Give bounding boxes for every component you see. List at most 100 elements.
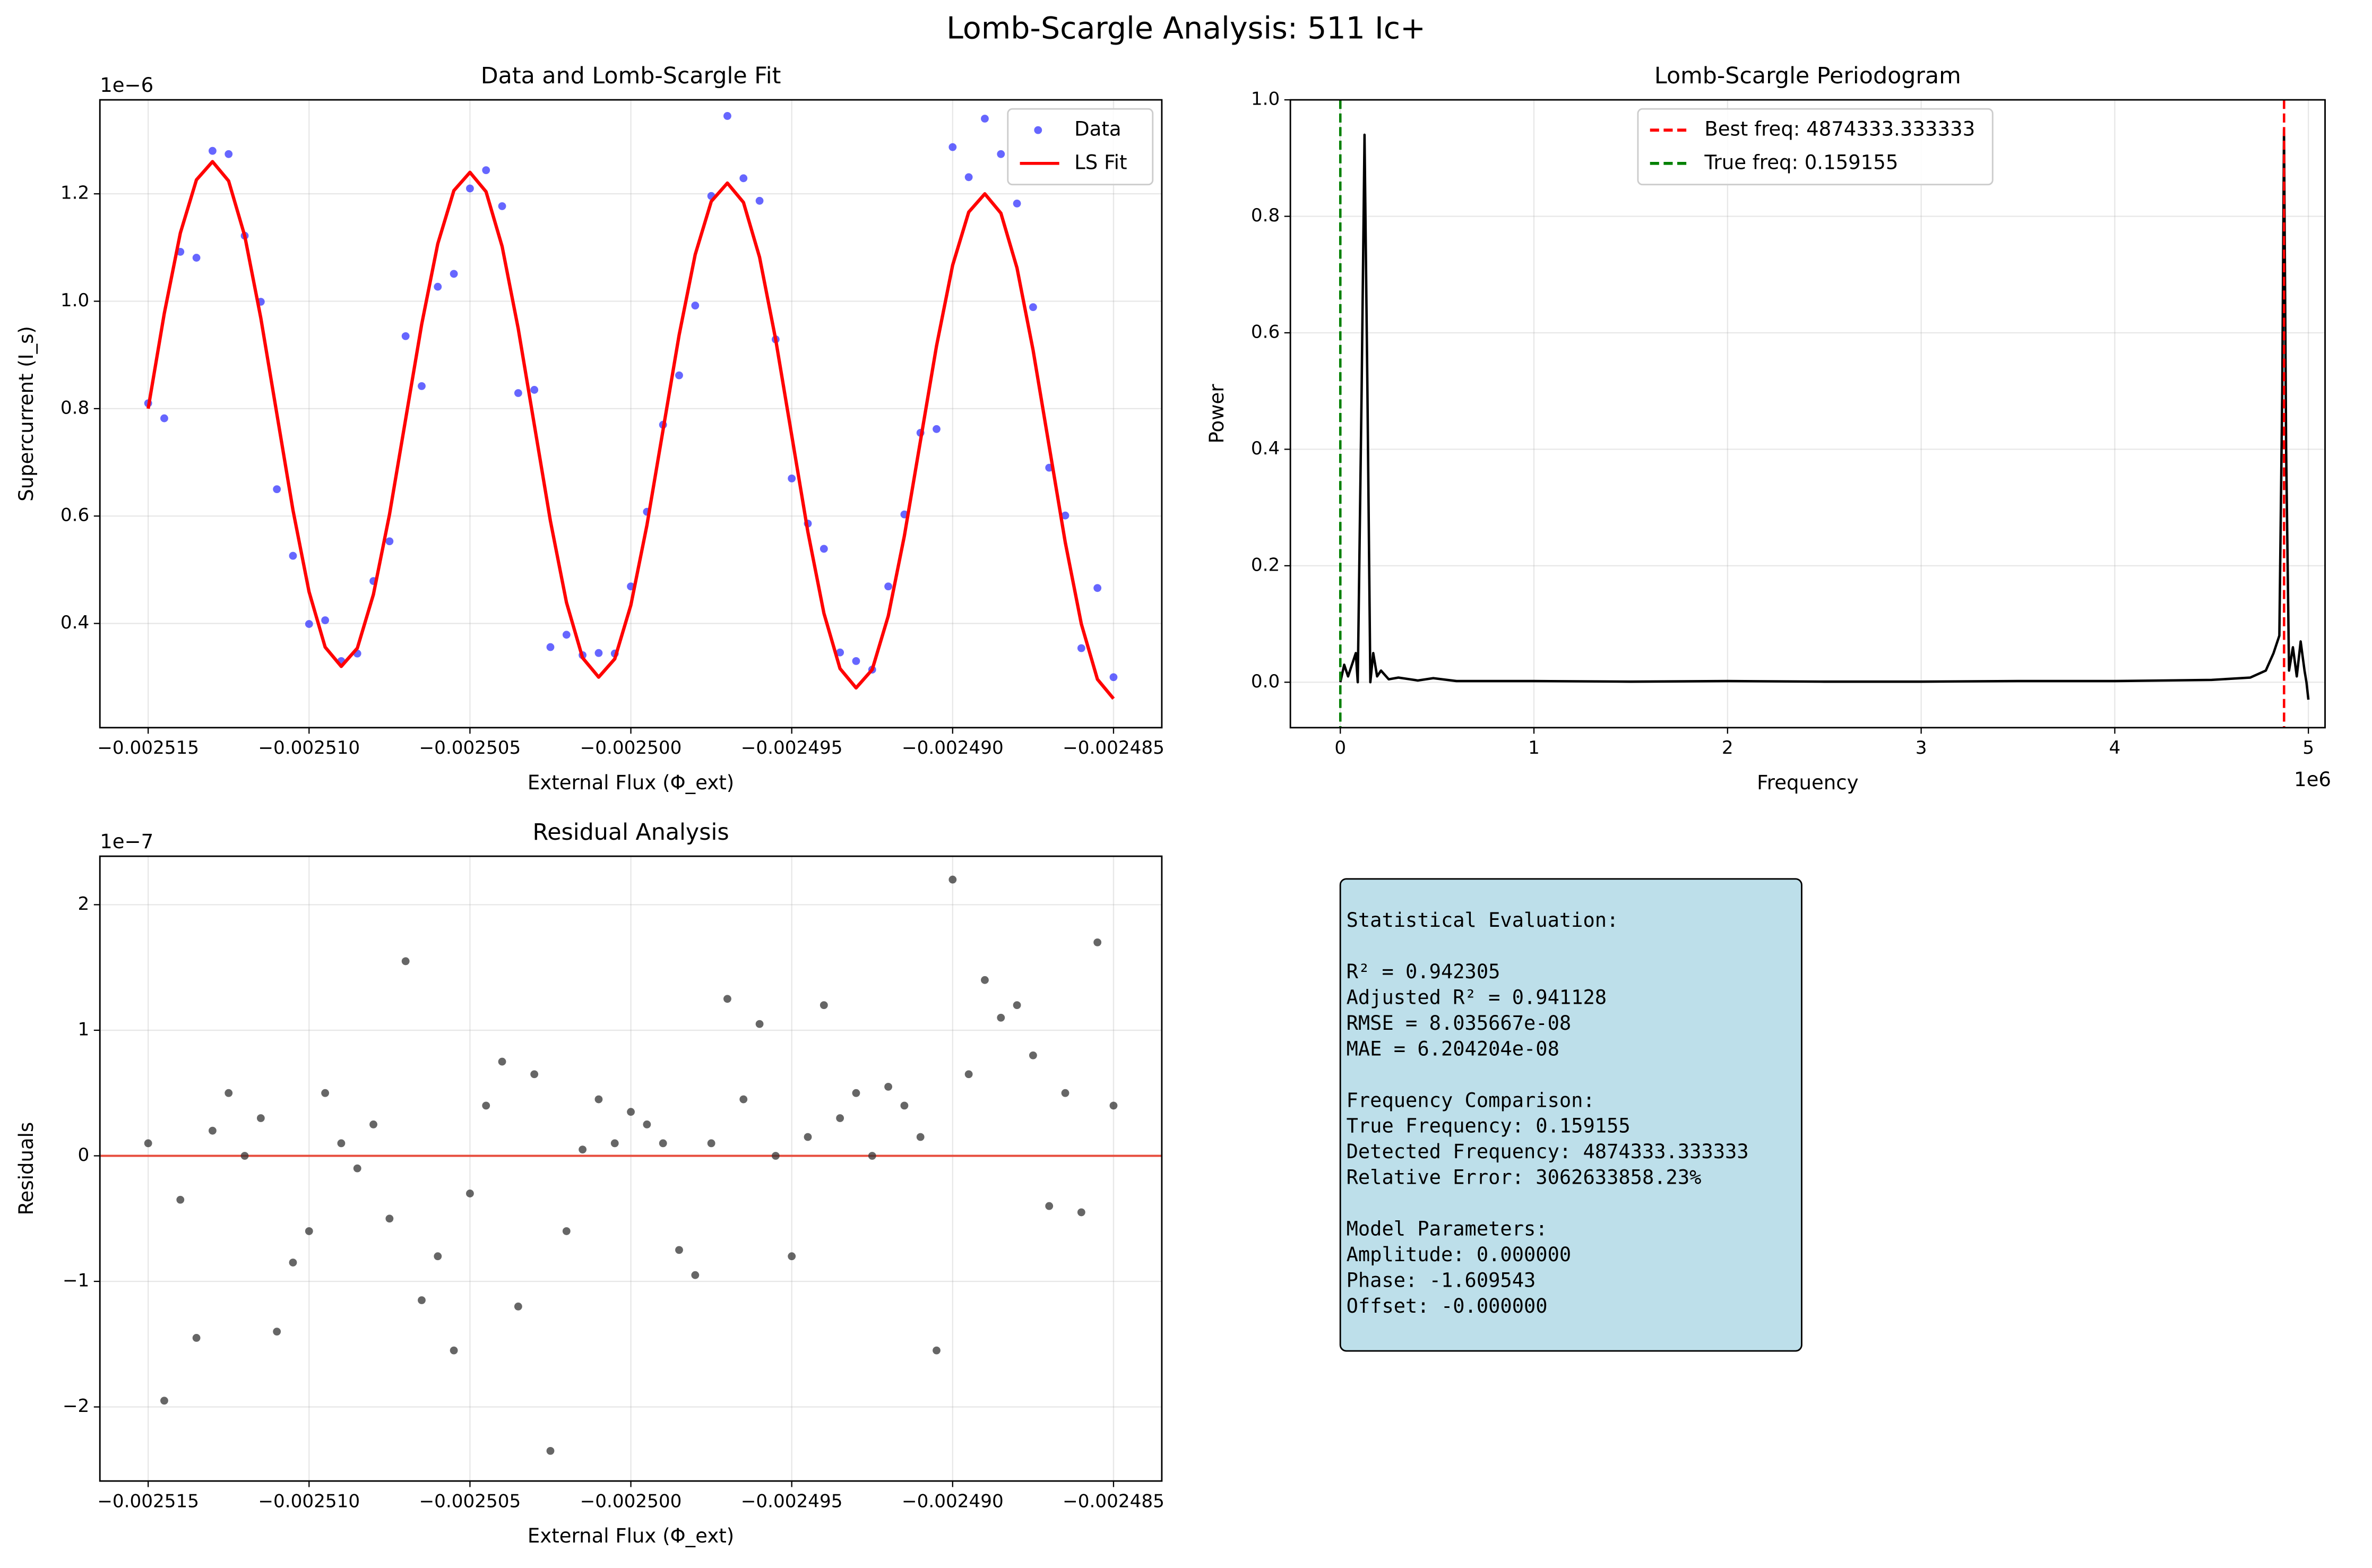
data-point: [643, 1120, 651, 1128]
data-point: [401, 332, 410, 340]
x-offset-label: 1e6: [2294, 768, 2331, 791]
data-point: [916, 1133, 925, 1141]
axes-title: Residual Analysis: [532, 819, 729, 846]
data-point: [498, 1057, 506, 1066]
stats-box: [1339, 878, 1802, 1352]
data-point: [788, 474, 796, 483]
data-point: [530, 1070, 539, 1079]
data-point: [209, 1126, 217, 1135]
data-point: [1029, 303, 1037, 312]
data-point: [1013, 1001, 1021, 1010]
data-point: [160, 1397, 168, 1405]
x-tick-label: −0.002505: [419, 737, 521, 759]
data-point: [192, 1334, 201, 1342]
y-axis-label: Residuals: [15, 1122, 38, 1216]
data-point: [1013, 199, 1021, 208]
y-tick-label: 0.2: [1251, 554, 1280, 575]
series-line: [146, 160, 1115, 700]
x-tick-label: −0.002495: [741, 737, 843, 759]
data-point: [884, 1082, 892, 1091]
data-point: [868, 1152, 876, 1160]
data-point: [1109, 673, 1118, 682]
data-point: [176, 1195, 185, 1204]
data-point: [610, 1139, 619, 1148]
x-tick-label: −0.002500: [580, 737, 682, 759]
stats-line: Offset: -0.000000: [1347, 1295, 1548, 1317]
x-tick-label: −0.002515: [97, 737, 199, 759]
y-tick-label: 2: [78, 893, 90, 915]
x-axis-label: Frequency: [1757, 771, 1858, 794]
stats-line: MAE = 6.204204e-08: [1347, 1037, 1559, 1060]
legend-label: True freq: 0.159155: [1704, 151, 1898, 174]
y-tick-label: 0.4: [1251, 438, 1280, 459]
y-offset-label: 1e−6: [100, 74, 153, 97]
y-tick-label: 0.8: [1251, 205, 1280, 226]
y-tick-label: 0.0: [1251, 671, 1280, 692]
stats-line: True Frequency: 0.159155: [1347, 1115, 1631, 1138]
x-tick-label: −0.002510: [258, 1491, 360, 1512]
data-point: [466, 1190, 474, 1197]
data-point: [401, 957, 410, 966]
data-point: [964, 1070, 973, 1079]
data-point: [933, 1346, 941, 1355]
stats-line: Adjusted R² = 0.941128: [1347, 986, 1607, 1009]
x-tick-label: −0.002485: [1063, 1491, 1165, 1512]
data-point: [385, 537, 394, 546]
data-point: [997, 1013, 1005, 1022]
data-point: [225, 1089, 233, 1097]
data-point: [948, 875, 957, 884]
data-point: [804, 1133, 812, 1141]
data-point: [948, 143, 957, 151]
data-point: [385, 1214, 394, 1223]
data-point: [1077, 644, 1085, 652]
stats-line: Frequency Comparison:: [1347, 1089, 1595, 1112]
y-tick-label: 1.0: [1251, 89, 1280, 110]
data-point: [836, 1114, 844, 1122]
legend-label: Data: [1074, 118, 1121, 141]
axes-frame: [99, 99, 1163, 729]
data-point: [981, 115, 989, 123]
x-tick-label: −0.002495: [741, 1491, 843, 1512]
data-point: [755, 196, 764, 205]
data-point: [498, 202, 506, 210]
x-tick-label: −0.002510: [258, 737, 360, 759]
data-point: [659, 1139, 667, 1148]
data-point: [739, 174, 748, 183]
data-point: [836, 648, 844, 657]
data-point: [305, 620, 313, 628]
stats-line: RMSE = 8.035667e-08: [1347, 1012, 1572, 1035]
stats-line: Amplitude: 0.000000: [1347, 1243, 1572, 1266]
data-point: [450, 270, 458, 278]
data-point: [707, 1139, 715, 1148]
data-point: [482, 166, 490, 175]
data-point: [209, 147, 217, 155]
data-point: [321, 616, 330, 624]
data-point: [594, 1095, 603, 1104]
legend-box: [1007, 108, 1154, 186]
data-point: [691, 301, 700, 310]
data-point: [240, 1152, 249, 1160]
data-point: [434, 1252, 442, 1261]
data-point: [852, 1089, 860, 1097]
data-point: [337, 1139, 346, 1148]
series-line: [1339, 127, 2310, 700]
data-point: [225, 150, 233, 158]
data-point: [530, 386, 539, 394]
stats-line: Model Parameters:: [1347, 1218, 1548, 1240]
x-tick-label: 0: [1334, 737, 1346, 759]
data-point: [755, 1020, 764, 1028]
x-tick-label: 3: [1916, 737, 1927, 759]
data-point: [675, 1246, 683, 1254]
data-point: [964, 173, 973, 182]
data-point: [289, 552, 297, 560]
stats-line: Detected Frequency: 4874333.333333: [1347, 1140, 1749, 1163]
data-point: [546, 1446, 555, 1455]
y-tick-label: 0.6: [61, 505, 89, 526]
data-point: [739, 1095, 748, 1104]
data-point: [1077, 1208, 1085, 1217]
legend-label: LS Fit: [1074, 151, 1127, 174]
y-offset-label: 1e−7: [100, 830, 153, 853]
y-axis-label: Power: [1205, 384, 1228, 444]
x-tick-label: 1: [1528, 737, 1540, 759]
